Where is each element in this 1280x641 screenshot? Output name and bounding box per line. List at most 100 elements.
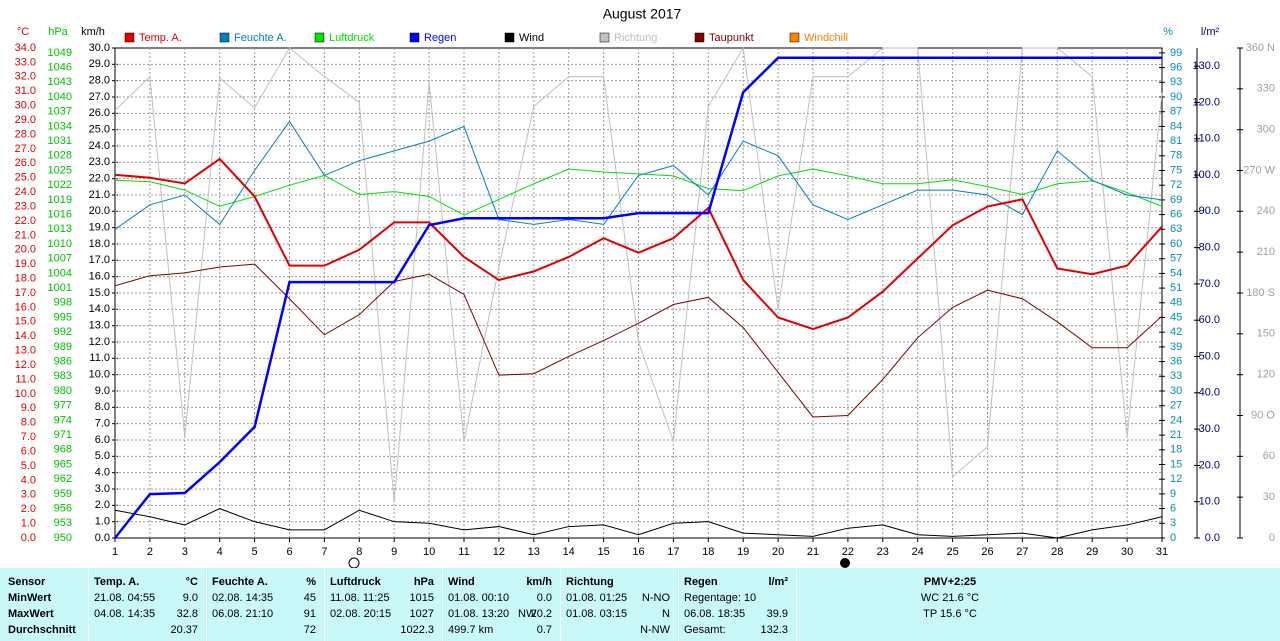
row-label: MaxWert: [8, 608, 54, 620]
y-tick-label: 3.0: [95, 483, 110, 495]
y-tick-label: 70.0: [1199, 278, 1220, 290]
y-tick-label: 63: [1170, 223, 1182, 235]
y-tick-label: 0.0: [95, 532, 110, 544]
legend-label: Windchill: [804, 32, 848, 44]
pmv-min: WC 21.6 °C: [920, 592, 980, 604]
y-tick-label: 110.0: [1193, 133, 1220, 145]
y-tick-label: 974: [54, 414, 72, 426]
x-tick-label: 2: [147, 546, 153, 558]
cell-value: N-NW: [640, 624, 670, 636]
y-tick-label: 1.0: [95, 516, 110, 528]
y-tick-label: 16.0: [15, 301, 36, 313]
y-tick-label: 33: [1170, 370, 1182, 382]
x-tick-label: 11: [458, 546, 469, 558]
y-tick-label: 30.0: [89, 42, 110, 54]
y-tick-label: 12: [1170, 473, 1182, 485]
y-tick-label: 23.0: [89, 156, 110, 168]
y-tick-label: 100.0: [1192, 169, 1220, 181]
y-tick-label: 11.0: [15, 373, 36, 385]
cell-time: 01.08. 13:20: [448, 608, 510, 620]
column-title: Richtung: [566, 576, 614, 588]
column-separator: [678, 568, 679, 641]
y-tick-label: 90: [1170, 91, 1182, 103]
column-unit: hPa: [413, 576, 434, 588]
y-tick-label: 33.0: [15, 56, 36, 68]
y-tick-label: 983: [54, 370, 72, 382]
y-tick-label: 40.0: [1199, 387, 1220, 399]
y-tick-label: 27.0: [89, 91, 110, 103]
cell-time: 02.08. 20:15: [330, 608, 392, 620]
x-tick-label: 21: [807, 546, 819, 558]
y-tick-label: 60: [1263, 450, 1275, 462]
y-tick-label: 25.0: [15, 172, 36, 184]
y-tick-label: 962: [54, 473, 72, 485]
cell-value: 72: [303, 624, 316, 636]
column-separator: [796, 568, 797, 641]
x-tick-label: 22: [842, 546, 854, 558]
y-tick-label: 0.0: [1205, 532, 1220, 544]
y-tick-label: 6: [1170, 503, 1176, 515]
y-tick-label: 120.0: [1192, 96, 1220, 108]
y-tick-label: 19.0: [89, 222, 110, 234]
cell-time: Gesamt:: [684, 624, 726, 636]
row-label: Sensor: [8, 576, 46, 588]
y-tick-label: 51: [1170, 282, 1182, 294]
x-tick-label: 12: [493, 546, 505, 558]
y-tick-label: 20.0: [1199, 459, 1220, 471]
y-tick-label: 29.0: [89, 58, 110, 70]
cell-time: 499.7 km: [448, 624, 494, 636]
y-tick-label: 42: [1170, 326, 1182, 338]
legend-label: Feuchte A.: [234, 32, 287, 44]
y-tick-label: 25.0: [89, 124, 110, 136]
y-tick-label: 1037: [48, 106, 72, 118]
x-tick-label: 30: [1121, 546, 1133, 558]
y-tick-label: 12.0: [89, 336, 110, 348]
y-tick-label: 120: [1257, 369, 1275, 381]
y-tick-label: 5.0: [95, 450, 110, 462]
cell-time: Regentage: 10: [684, 592, 757, 604]
y-tick-label: 26.0: [89, 107, 110, 119]
y-tick-label: 956: [54, 503, 72, 515]
y-tick-label: 66: [1170, 209, 1182, 221]
legend-swatch: [789, 32, 800, 43]
cell-time: 02.08. 14:35: [212, 592, 274, 604]
y-tick-label: 1019: [48, 194, 72, 206]
y-tick-label: 9: [1170, 488, 1176, 500]
y-tick-label: 1013: [48, 223, 72, 235]
row-label: Durchschnitt: [8, 624, 76, 636]
stats-table: Sensor MinWert MaxWert Durchschnitt Temp. A.…: [0, 568, 1280, 641]
cell-value: 39.9: [766, 608, 788, 620]
legend-label: Wind: [519, 32, 544, 44]
x-tick-label: 10: [423, 546, 435, 558]
y-tick-label: 75: [1170, 164, 1182, 176]
column-unit: km/h: [526, 576, 552, 588]
chart: August 2017 1 2 3 4 5 6 7 8 9 10 11 12 13 14 15 16 17 18 1…: [15, 6, 1276, 568]
y-tick-label: 1049: [48, 47, 72, 59]
cell-time: 04.08. 14:35: [94, 608, 156, 620]
y-tick-label: 31.0: [15, 85, 36, 97]
y-tick-label: 1046: [48, 62, 72, 74]
y-tick-label: 15.0: [15, 316, 36, 328]
y-tick-label: 57: [1170, 253, 1182, 265]
y-tick-label: 1034: [48, 120, 72, 132]
column-title: Luftdruck: [330, 576, 381, 588]
y-tick-label: 300: [1257, 124, 1275, 136]
y-tick-label: 4.0: [95, 467, 110, 479]
y-tick-label: 6.0: [21, 445, 36, 457]
legend-label: Richtung: [614, 32, 657, 44]
y-tick-label: 1004: [48, 267, 72, 279]
cell-value: N-NO: [641, 592, 670, 604]
y-tick-label: 6.0: [95, 434, 110, 446]
y-tick-label: 27.0: [15, 143, 36, 155]
y-tick-label: 39: [1170, 341, 1182, 353]
moon-symbol: [840, 558, 850, 568]
legend-label: Regen: [424, 32, 456, 44]
y-tick-label: 12.0: [15, 359, 36, 371]
y-tick-label: 9.0: [95, 385, 110, 397]
y-tick-label: 965: [54, 458, 72, 470]
y-tick-label: 24: [1170, 414, 1182, 426]
y-tick-label: 1022: [48, 179, 72, 191]
x-tick-label: 13: [528, 546, 540, 558]
axis-title: hPa: [48, 26, 68, 38]
